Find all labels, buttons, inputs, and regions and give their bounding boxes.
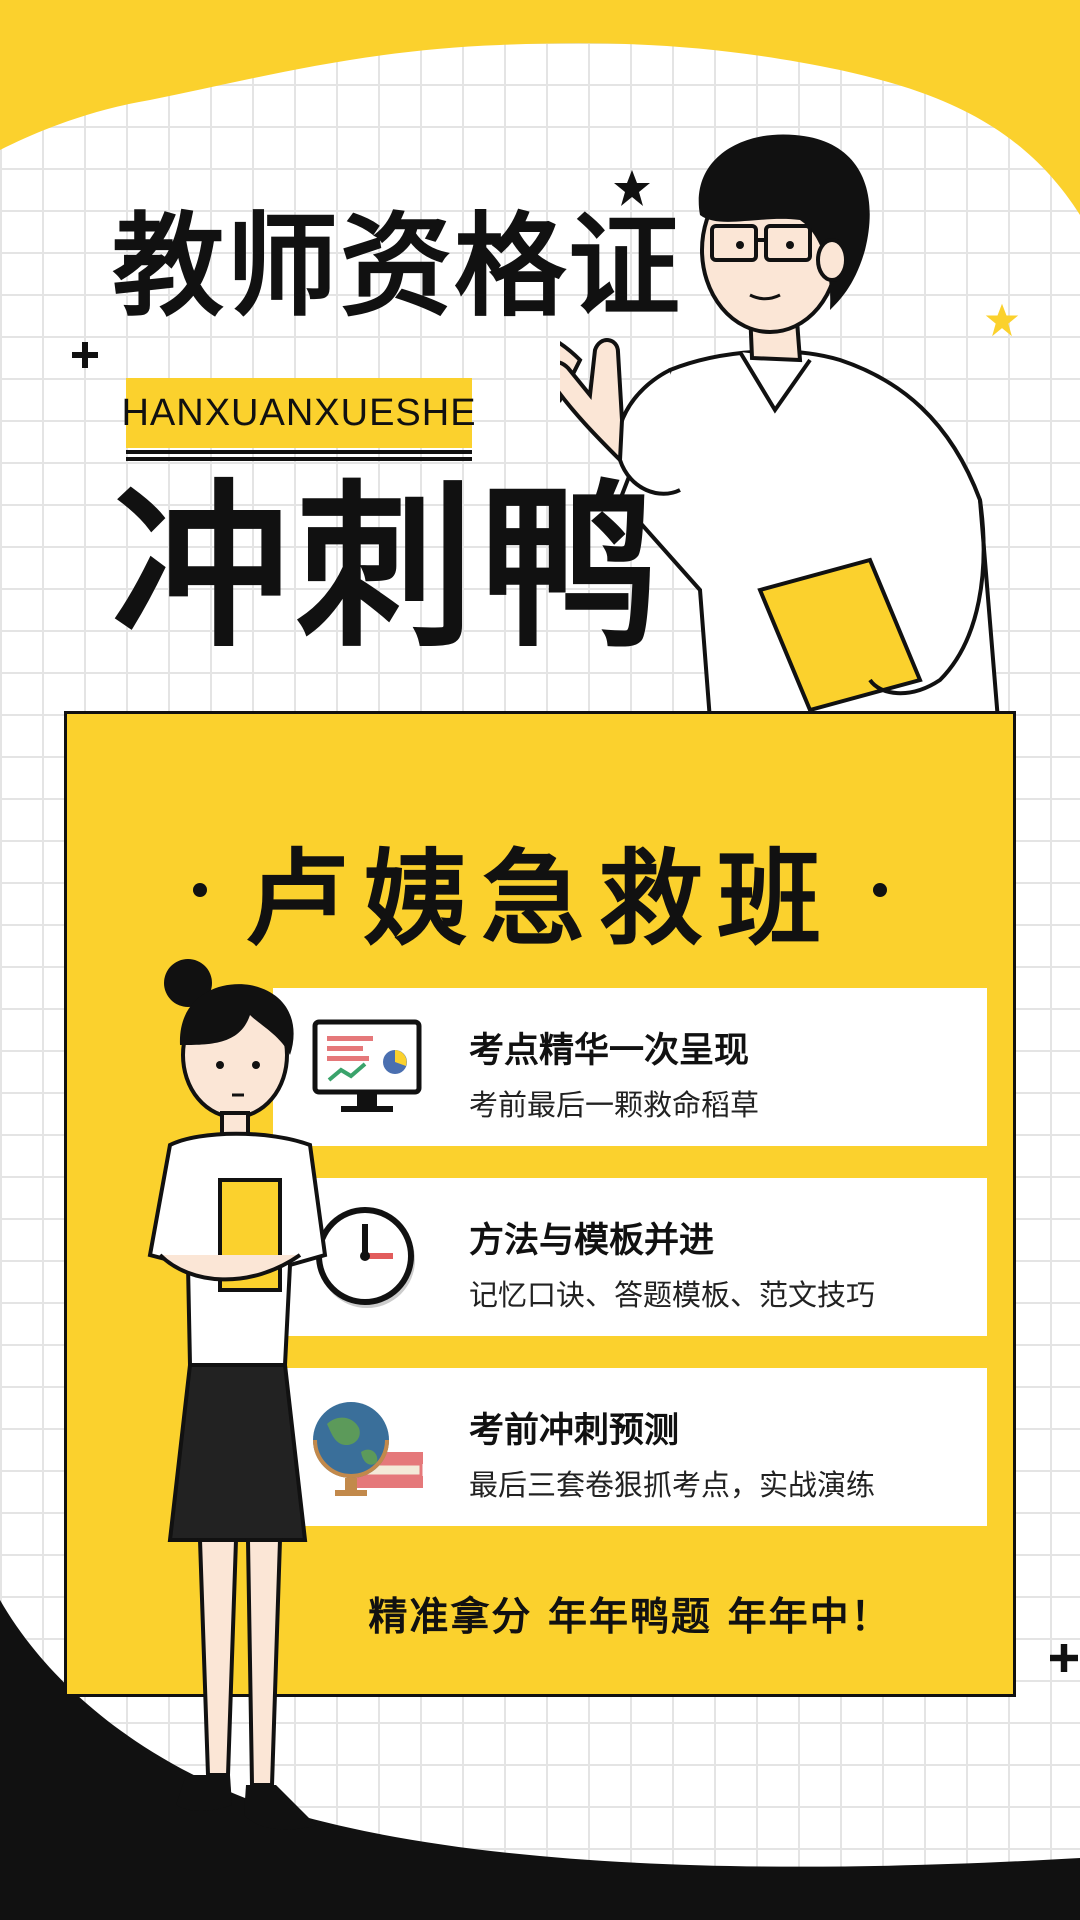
feature-card-3: 考前冲刺预测 最后三套卷狠抓考点，实战演练 (273, 1368, 987, 1526)
feature-subtitle: 最后三套卷狠抓考点，实战演练 (469, 1468, 876, 1502)
brand-tag: HANXUANXUESHE (121, 378, 476, 448)
headline: 冲刺鸭 (112, 464, 664, 671)
monitor-chart-icon (312, 1019, 422, 1112)
female-student-illustration (147, 959, 328, 1830)
plus-icon (1050, 1644, 1078, 1672)
main-title: 教师资格证 (112, 202, 682, 332)
panel-title: 卢姨急救班 (244, 838, 835, 960)
panel-title-row: 卢姨急救班 (67, 814, 1013, 965)
star-icon (985, 303, 1019, 337)
bullet-dot (192, 882, 207, 897)
feature-subtitle: 记忆口诀、答题模板、范文技巧 (469, 1278, 876, 1312)
globe-books-icon (313, 1402, 423, 1496)
feature-card-2: 方法与模板并进 记忆口诀、答题模板、范文技巧 (273, 1178, 987, 1336)
star-icon (614, 170, 650, 206)
male-teacher-illustration (560, 134, 1001, 720)
bullet-dot (873, 882, 887, 897)
tag-underline (126, 457, 472, 461)
plus-icon (72, 342, 98, 368)
feature-subtitle: 考前最后一颗救命稻草 (469, 1088, 760, 1122)
feature-title: 考前冲刺预测 (469, 1411, 680, 1451)
tag-underline (126, 450, 472, 454)
feature-card-1: 考点精华一次呈现 考前最后一颗救命稻草 (273, 988, 987, 1146)
feature-title: 方法与模板并进 (469, 1221, 715, 1261)
clock-icon (316, 1207, 415, 1308)
feature-title: 考点精华一次呈现 (469, 1031, 750, 1071)
slogan: 精准拿分 年年鸭题 年年中！ (368, 1595, 892, 1640)
